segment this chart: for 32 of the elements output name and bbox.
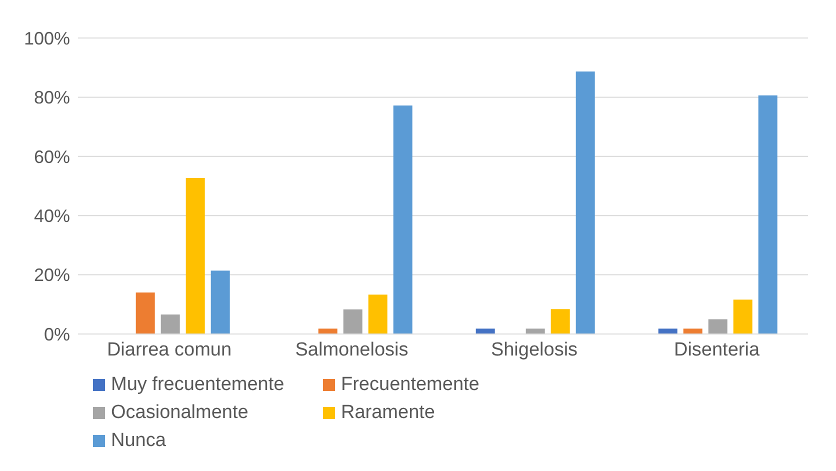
legend-label: Raramente bbox=[341, 402, 435, 424]
x-tick-label: Shigelosis bbox=[490, 339, 578, 360]
bar bbox=[658, 328, 678, 334]
bar bbox=[733, 300, 752, 334]
y-tick-label: 0% bbox=[44, 324, 70, 344]
y-tick-label: 100% bbox=[24, 28, 70, 48]
bar bbox=[526, 328, 545, 334]
bar bbox=[368, 294, 388, 334]
legend-label: Ocasionalmente bbox=[111, 402, 248, 424]
x-tick-label: Salmonelosis bbox=[295, 339, 408, 360]
y-tick-label: 60% bbox=[34, 146, 70, 167]
bar bbox=[550, 309, 570, 334]
bar bbox=[476, 328, 495, 334]
bar bbox=[318, 328, 338, 334]
x-tick-label: Diarrea comun bbox=[106, 339, 232, 360]
bar bbox=[708, 319, 728, 334]
bar bbox=[683, 328, 702, 334]
legend-label: Frecuentemente bbox=[341, 374, 480, 396]
y-tick-label: 40% bbox=[34, 206, 70, 226]
bar bbox=[186, 178, 205, 334]
legend-label: Muy frecuentemente bbox=[111, 374, 284, 396]
y-tick-label: 80% bbox=[34, 88, 70, 108]
y-tick-label: 20% bbox=[34, 265, 70, 286]
bar bbox=[393, 105, 412, 334]
bar bbox=[576, 71, 595, 334]
bar bbox=[758, 95, 778, 334]
x-tick-label: Disenteria bbox=[674, 339, 760, 360]
bar bbox=[210, 270, 230, 334]
bar bbox=[160, 314, 180, 334]
bar bbox=[136, 292, 155, 334]
bar bbox=[343, 309, 362, 334]
legend-label: Nunca bbox=[111, 430, 166, 452]
